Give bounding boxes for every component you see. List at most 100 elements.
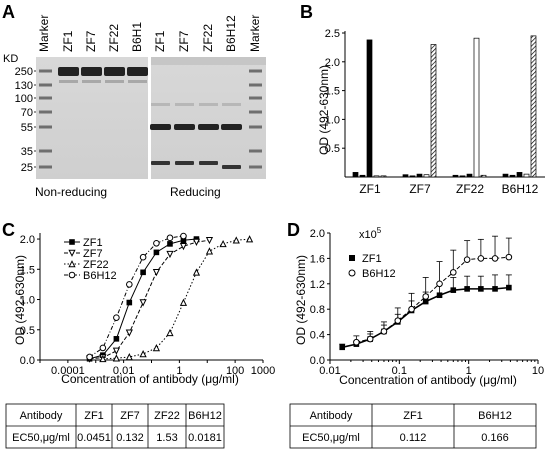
table-d-cell-2: 0.166: [481, 432, 509, 444]
chart-d-point-B6H12-7: [449, 269, 457, 276]
gel-well-strip: [151, 57, 266, 65]
chart-b-bar-ZF22-2: [466, 173, 473, 178]
table-d-header-2: B6H12: [478, 410, 512, 422]
table-c-header-0: Antibody: [20, 410, 63, 422]
chart-d-point-B6H12-9: [477, 255, 485, 262]
table-c-header-4: B6H12: [188, 410, 222, 422]
chart-d-xtick-label-2: 1: [466, 365, 472, 377]
mw-label-130: 130: [15, 80, 33, 92]
marker-band-left-0: [39, 69, 52, 73]
mw-label-55: 55: [21, 122, 33, 134]
chart-b-bar-ZF22-1: [459, 175, 466, 178]
chart-c-point-ZF7-4: [139, 299, 147, 307]
chart-d-point-B6H12-0: [353, 338, 360, 346]
chart-c-point-ZF22-6: [179, 298, 188, 306]
band-nonreducing-minor-0: [59, 80, 78, 83]
chart-c-ytick-label-3: 1.5: [20, 264, 35, 276]
chart-d-xtick-label-0: 0.01: [319, 365, 340, 377]
chart-c-point-ZF7-8: [192, 238, 201, 246]
band-light-chain-0: [151, 161, 170, 165]
band-heavy-chain-0: [150, 124, 171, 130]
lane-label-right-2: ZF22: [201, 24, 215, 52]
band-reducing-minor-0: [151, 103, 170, 106]
chart-b-ytick-label-1: 1.0: [325, 114, 340, 126]
chart-c-point-ZF22-11: [245, 235, 254, 243]
lane-label-left-4: B6H1: [130, 22, 144, 52]
chart-c-point-ZF22-3: [139, 350, 147, 358]
band-light-chain-3: [222, 165, 241, 169]
chart-d-ytick-label-2: 0.8: [310, 304, 325, 316]
table-c-header-3: ZF22: [154, 410, 180, 422]
chart-c-point-ZF22-9: [219, 239, 227, 248]
chart-b-bar-ZF7-0: [402, 174, 409, 178]
chart-c-point-B6H12-3: [126, 281, 133, 288]
chart-c-xtick-label-1: 0.01: [113, 365, 134, 377]
chart-c-point-ZF7-5: [152, 269, 161, 277]
chart-b-ytick-label-2: 1.5: [325, 86, 340, 98]
band-nonreducing-minor-2: [105, 80, 124, 83]
chart-d-legend-marker-ZF1: [349, 255, 355, 261]
lane-label-left-1: ZF1: [61, 30, 75, 52]
chart-c-legend-label-ZF22: ZF22: [83, 259, 109, 271]
chart-c-point-ZF7-7: [179, 243, 188, 251]
table-d-cell-1: 0.112: [400, 432, 427, 444]
chart-d-point-B6H12-4: [408, 305, 415, 313]
gel-non-reducing: [36, 57, 148, 179]
marker-band-right-6: [249, 165, 262, 169]
chart-d-ytick-label-4: 1.6: [310, 253, 325, 265]
gel-reducing: [151, 57, 266, 179]
table-c-cell-2: 0.132: [116, 432, 144, 444]
table-c-cell-4: 0.0181: [188, 432, 222, 444]
chart-c-point-ZF22-4: [152, 343, 161, 352]
chart-b-bar-ZF1-1: [359, 174, 366, 178]
chart-d-xtick-label-1: 0.1: [392, 365, 407, 377]
panel-c: C OD (492-630nm) Concentration of antibo…: [2, 220, 275, 449]
lane-label-left-0: Marker: [37, 15, 51, 52]
marker-band-left-4: [39, 125, 52, 129]
chart-d-point-B6H12-8: [463, 256, 471, 263]
table-c-header-1: ZF1: [84, 410, 104, 422]
band-reducing-minor-3: [222, 103, 241, 106]
marker-band-right-4: [249, 125, 262, 129]
panel-letter-a: A: [2, 2, 15, 22]
chart-d-ytick-label-3: 1.2: [310, 279, 325, 291]
chart-c-point-ZF1-7: [180, 237, 187, 244]
marker-band-left-2: [39, 96, 52, 100]
chart-c-line-ZF22: [102, 238, 250, 360]
chart-c-point-ZF22-0: [99, 354, 107, 363]
chart-d-point-ZF1-7: [436, 292, 443, 299]
marker-band-right-3: [249, 110, 262, 114]
band-reducing-minor-2: [199, 103, 218, 106]
band-light-chain-1: [175, 161, 194, 165]
chart-b-bar-ZF22-3: [473, 37, 480, 178]
chart-d-ytick-label-5: 2.0: [310, 228, 325, 240]
band-nonreducing-0: [58, 67, 79, 76]
chart-c-point-ZF22-10: [232, 236, 240, 244]
chart-b-bar-ZF22-0: [452, 174, 459, 178]
chart-b-bar-ZF22-4: [480, 174, 487, 178]
chart-b-bar-ZF1-2: [366, 39, 373, 178]
chart-d-point-B6H12-2: [380, 328, 388, 335]
lane-label-right-0: ZF1: [153, 30, 167, 52]
mw-label-250: 250: [15, 66, 33, 78]
chart-b-bar-B6H12-3: [523, 173, 530, 178]
chart-c-ylabel: OD (492-630nm): [13, 255, 27, 345]
chart-b-ylabel: OD (492-630nm): [317, 65, 331, 155]
chart-c-xlabel: Concentration of antibody (μg/ml): [61, 372, 239, 386]
chart-b-bar-ZF1-0: [352, 172, 359, 178]
chart-c-point-ZF22-8: [205, 247, 214, 255]
marker-band-left-5: [39, 149, 52, 153]
chart-d-point-ZF1-6: [422, 298, 429, 305]
lane-label-left-3: ZF22: [107, 24, 121, 52]
chart-c-legend-label-ZF7: ZF7: [83, 248, 103, 260]
chart-d-legend-label-B6H12: B6H12: [362, 268, 396, 280]
chart-c-point-ZF7-9: [205, 236, 214, 245]
band-nonreducing-3: [127, 67, 148, 76]
chart-c-point-B6H12-2: [113, 314, 120, 321]
chart-c: 0.0 0.5 1.0 1.5 2.0 0.0001 0.01 1 100 1000 ZF1ZF7Z…: [20, 232, 275, 377]
chart-b-bar-B6H12-0: [502, 173, 509, 178]
chart-d-legend-marker-B6H12: [348, 269, 356, 277]
chart-b-category-B6H12: B6H12: [502, 182, 539, 196]
chart-c-point-ZF7-3: [125, 329, 133, 337]
